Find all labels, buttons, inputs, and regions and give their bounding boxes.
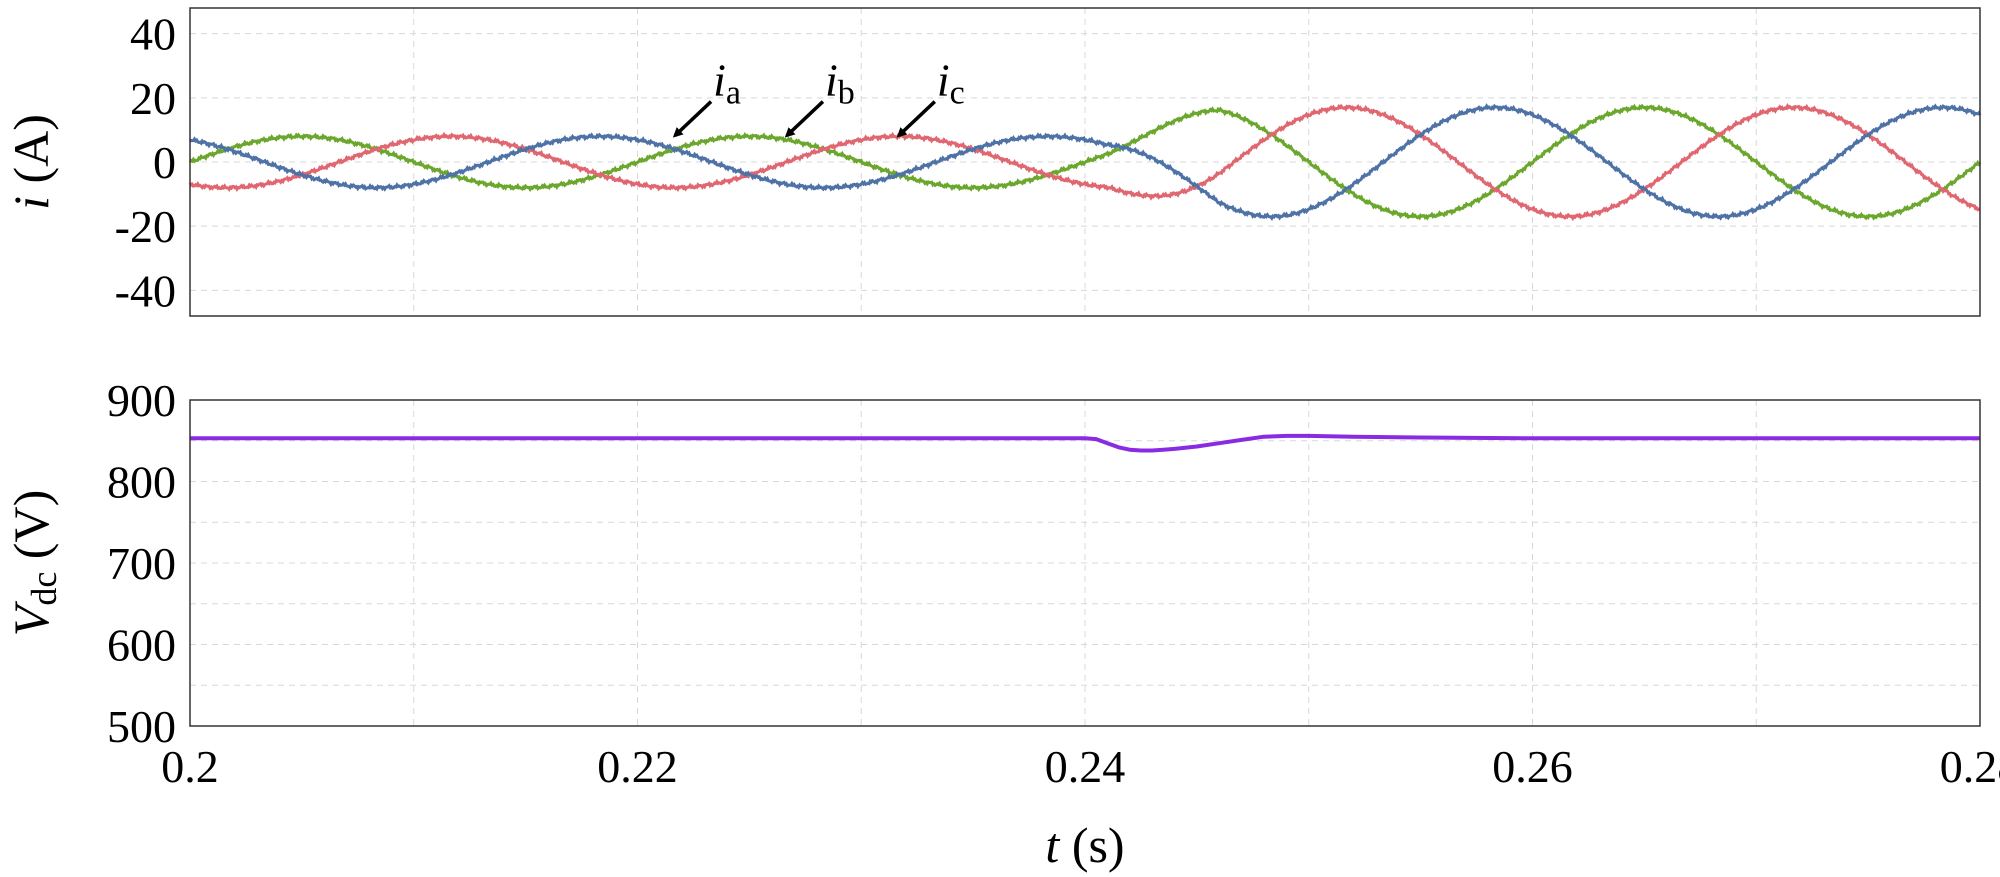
- vdc-series-line: [190, 433, 1980, 453]
- phase-annotations: ia ib ic: [672, 55, 965, 138]
- annotation-label: ic: [937, 55, 965, 112]
- annotation-sub: c: [950, 75, 965, 112]
- vdc-y-tick-label: 700: [107, 538, 176, 589]
- vdc-grid: [189, 399, 1981, 727]
- vdc-y-axis-var: V: [3, 600, 59, 636]
- current-y-axis-label: i (A): [3, 114, 59, 210]
- current-y-axis-unit: (A): [3, 114, 59, 196]
- x-tick-label: 0.26: [1492, 741, 1573, 792]
- vdc-y-tick-label: 600: [107, 620, 176, 671]
- current-series-line: [189, 103, 1982, 221]
- x-tick-label: 0.28: [1940, 741, 2000, 792]
- current-series-line: [188, 103, 1981, 222]
- annotation-var: i: [713, 55, 726, 106]
- x-tick-label: 0.2: [161, 741, 219, 792]
- annotation-arrow: [896, 100, 937, 138]
- x-axis-unit: (s): [1059, 817, 1124, 873]
- vdc-y-tick-label: 800: [107, 457, 176, 508]
- annotation-var: i: [937, 55, 950, 106]
- vdc-y-axis-sub: dc: [24, 572, 64, 606]
- current-y-tick-label: -20: [115, 201, 176, 252]
- current-y-tick-labels: 40 20 0 -20 -40: [115, 9, 176, 317]
- current-y-tick-label: 40: [130, 9, 176, 60]
- vdc-series: [190, 433, 1980, 453]
- x-axis-label: t (s): [1045, 817, 1124, 873]
- vdc-y-axis-unit: (V): [3, 490, 59, 572]
- annotation-arrow: [784, 100, 825, 138]
- current-y-tick-label: -40: [115, 265, 176, 316]
- x-tick-labels: 0.2 0.22 0.24 0.26 0.28: [161, 741, 2000, 792]
- vdc-y-tick-label: 900: [107, 375, 176, 426]
- current-series: [188, 103, 1982, 222]
- annotation-label: ib: [825, 55, 855, 112]
- current-plot-frame: [189, 7, 1981, 317]
- annotation-label: ia: [713, 55, 741, 112]
- current-y-tick-label: 20: [130, 73, 176, 124]
- vdc-panel: 900 800 700 600 500 0.2 0.22 0.24 0.26 0.28 Vdc …: [3, 375, 2000, 873]
- vdc-y-tick-labels: 900 800 700 600 500: [107, 375, 176, 752]
- current-y-tick-label: 0: [153, 137, 176, 188]
- x-tick-label: 0.22: [597, 741, 678, 792]
- annotation-sub: a: [726, 75, 741, 112]
- x-tick-label: 0.24: [1045, 741, 1126, 792]
- vdc-plot-frame: [189, 399, 1981, 727]
- vdc-y-axis-label: Vdc (V): [3, 490, 64, 636]
- vdc-y-tick-label: 500: [107, 701, 176, 752]
- current-series-line: [188, 103, 1982, 221]
- annotation-var: i: [825, 55, 838, 106]
- annotation-arrow: [672, 100, 713, 138]
- current-y-axis-var: i: [3, 196, 59, 210]
- x-axis-var: t: [1045, 817, 1060, 873]
- annotation-sub: b: [838, 75, 855, 112]
